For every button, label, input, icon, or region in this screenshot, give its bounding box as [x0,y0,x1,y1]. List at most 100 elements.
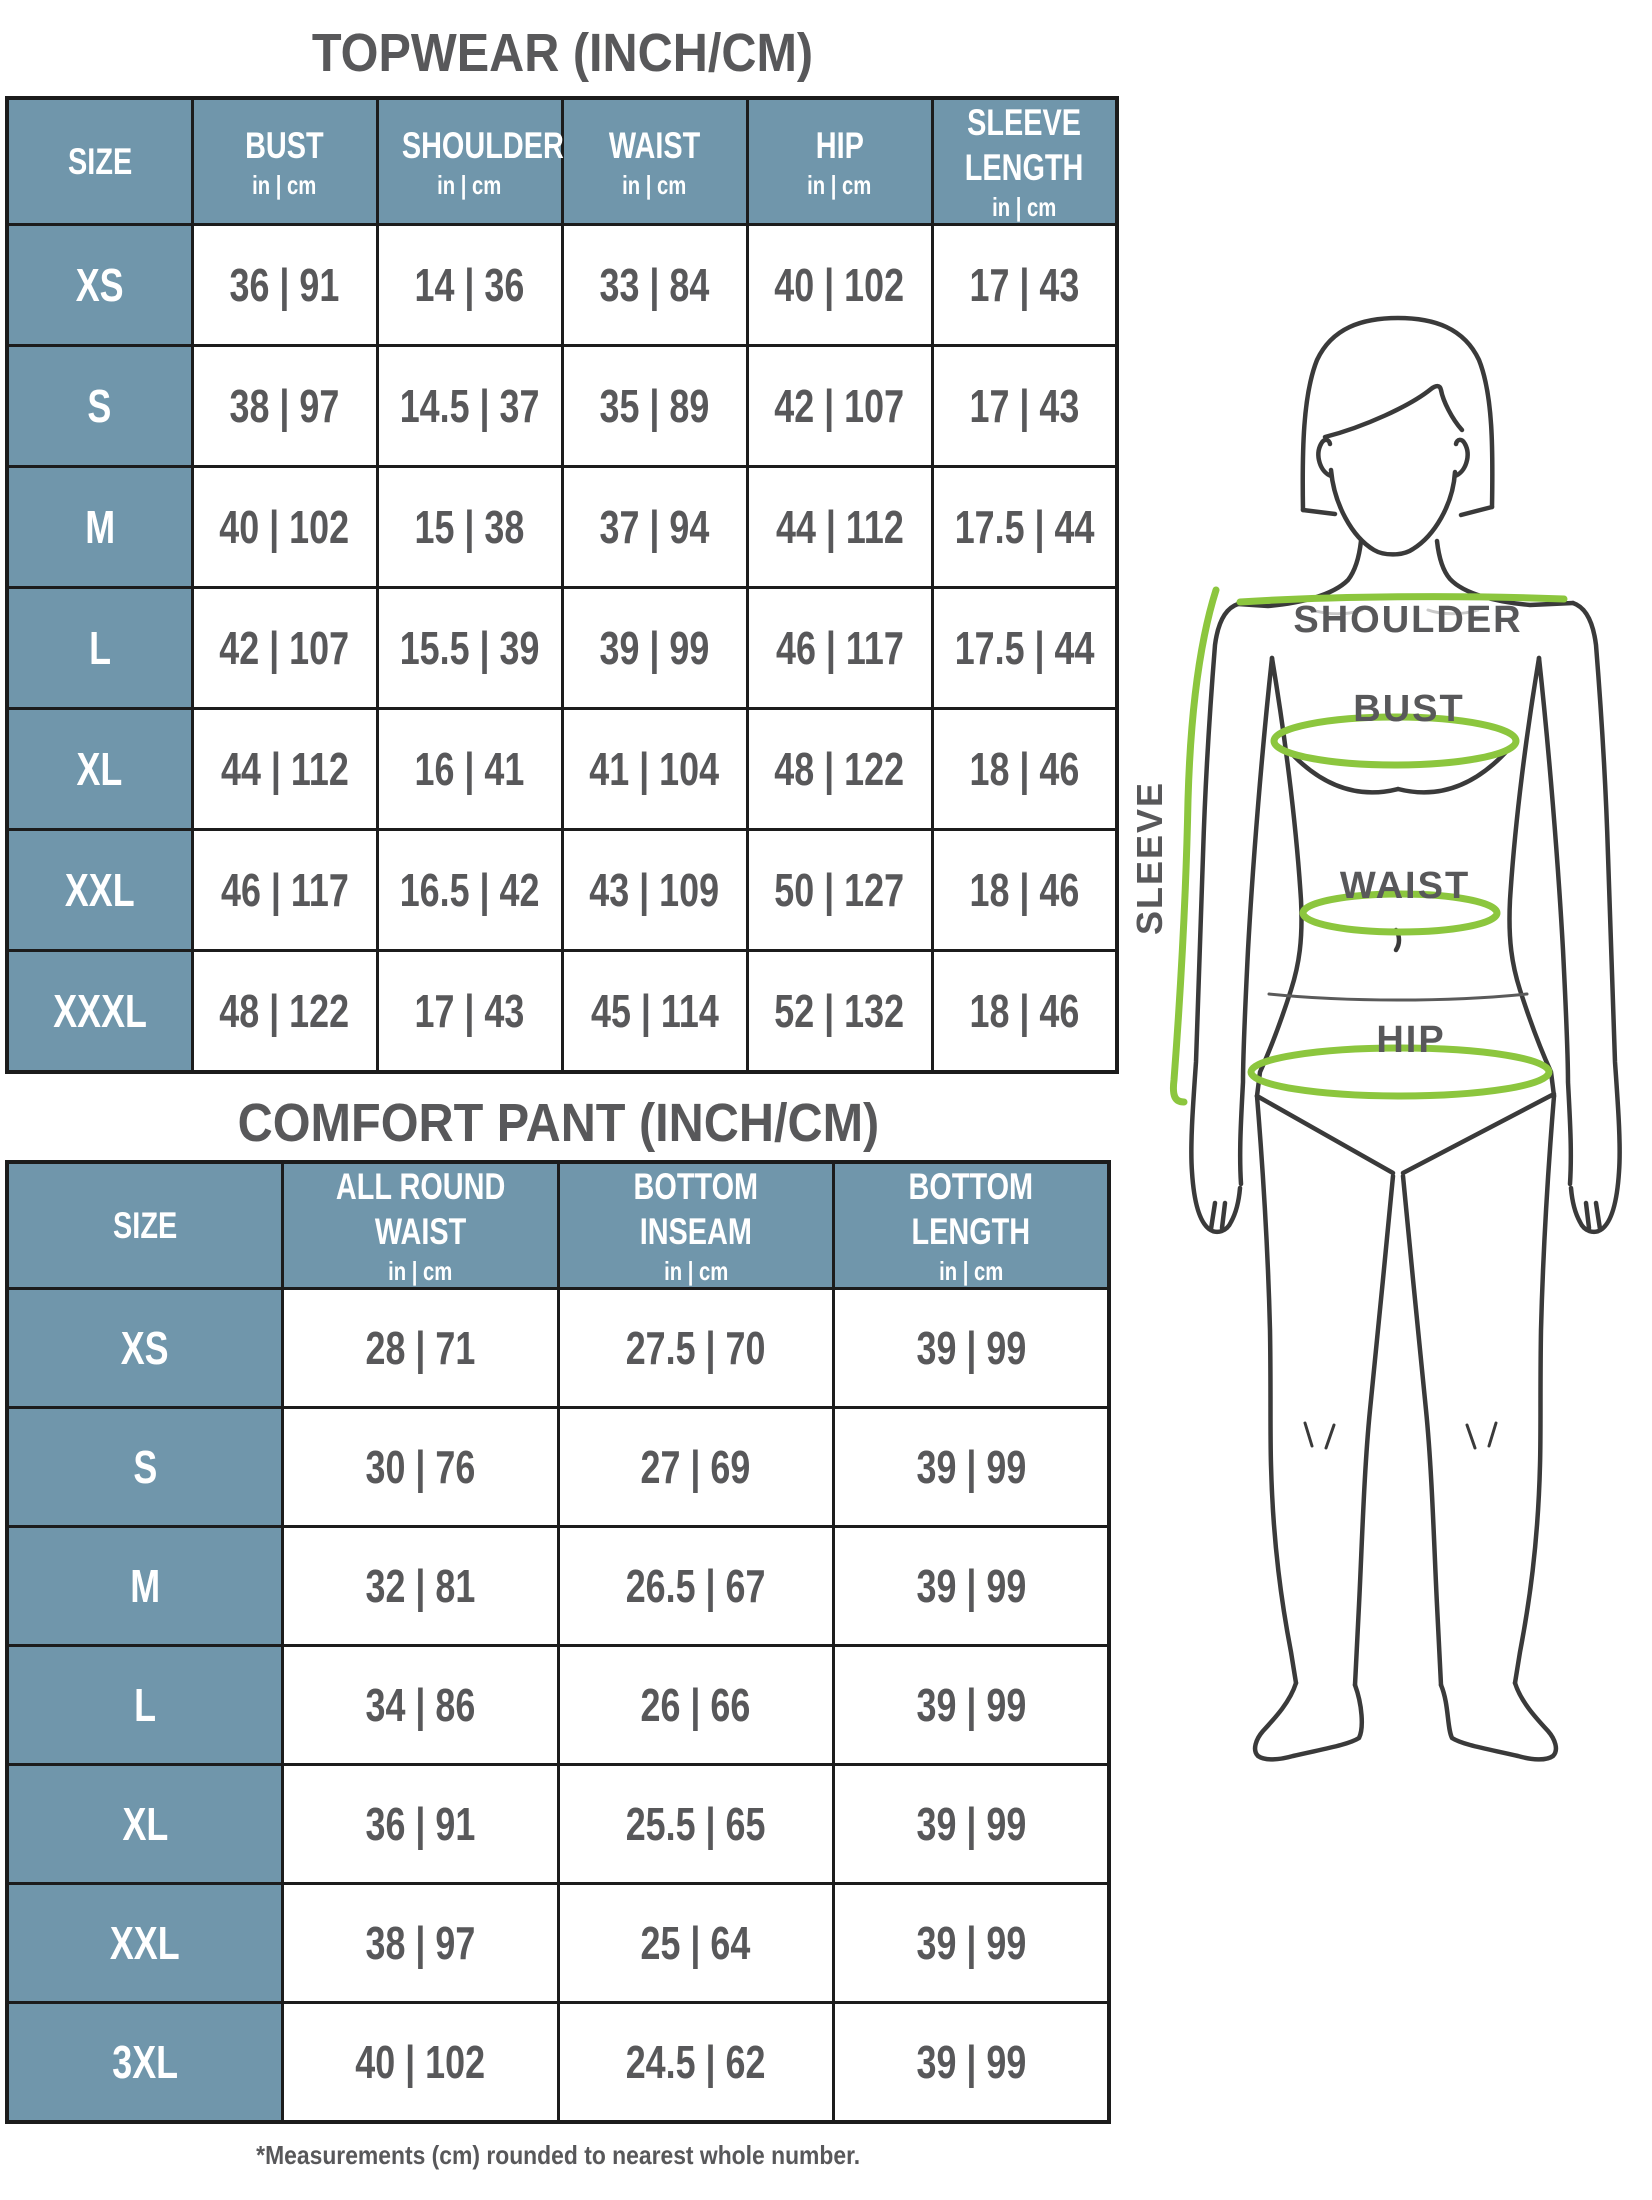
column-header-size: SIZE [5,96,194,227]
figure-face [1328,467,1458,557]
figure-arm-left-outer [1189,601,1243,1235]
topwear-table-body: XS 36 | 91 14 | 36 33 | 84 40 | 102 17 | 43 S 3… [5,223,1119,1074]
bust-measure-ellipse [1270,713,1520,769]
size-cell: XXL [5,828,194,953]
size-cell: L [5,1644,284,1767]
value-cell: 32 | 81 [281,1525,560,1648]
value-cell: 27 | 69 [556,1406,835,1529]
size-cell: M [5,465,194,590]
figure-foot-right [1438,1680,1559,1762]
figure-foot-left [1252,1680,1365,1762]
value-cell: 26 | 66 [556,1644,835,1767]
value-cell: 40 | 102 [281,2001,560,2124]
size-cell: L [5,586,194,711]
comfort-pant-title: COMFORT PANT (INCH/CM) [5,1092,1111,1154]
sleeve-label: SLEEVE [1129,781,1170,935]
size-cell: M [5,1525,284,1648]
column-header-size: SIZE [5,1160,284,1291]
figure-underwear-left [1254,1093,1396,1176]
column-header-sleeve-length: SLEEVE LENGTH in | cm [930,96,1119,227]
shoulder-label: SHOULDER [1293,599,1522,641]
figure-leg-left-inner [1352,1173,1396,1688]
table-row: L 42 | 107 15.5 | 39 39 | 99 46 | 117 17.5 | … [5,586,1119,711]
column-header-all-round-waist: ALL ROUND WAIST in | cm [281,1160,560,1291]
figure-neck-right [1434,538,1576,608]
figure-hand-left-fingers [1208,1200,1228,1232]
value-cell: 15.5 | 39 [375,586,564,711]
table-row: XL 36 | 91 25.5 | 65 39 | 99 [5,1763,1111,1886]
size-cell: S [5,344,194,469]
figure-clavicle-left [1310,608,1364,616]
value-cell: 44 | 112 [745,465,934,590]
size-cell: XXXL [5,949,194,1074]
table-row: L 34 | 86 26 | 66 39 | 99 [5,1644,1111,1767]
size-cell: XS [5,223,194,348]
figure-hair [1300,315,1495,513]
value-cell: 44 | 112 [190,707,379,832]
value-cell: 50 | 127 [745,828,934,953]
shoulder-measure-line [1236,593,1568,606]
hip-label: HIP [1376,1019,1445,1061]
value-cell: 26.5 | 67 [556,1525,835,1648]
figure-arm-left-inner [1237,655,1275,1187]
value-cell: 17 | 43 [930,344,1119,469]
value-cell: 15 | 38 [375,465,564,590]
figure-knee-marks-right [1465,1421,1498,1450]
sleeve-measure-line [1169,586,1220,1106]
value-cell: 39 | 99 [832,1525,1111,1648]
size-cell: XXL [5,1882,284,2005]
topwear-table: SIZE BUST in | cm SHOULDER in | cm WAIST in | … [5,96,1119,1074]
value-cell: 18 | 46 [930,707,1119,832]
value-cell: 16.5 | 42 [375,828,564,953]
figure-leg-right-inner [1400,1173,1444,1688]
size-cell: S [5,1406,284,1529]
value-cell: 33 | 84 [560,223,749,348]
value-cell: 45 | 114 [560,949,749,1074]
size-cell: XL [5,1763,284,1886]
value-cell: 39 | 99 [832,1763,1111,1886]
value-cell: 27.5 | 70 [556,1287,835,1410]
header-row: SIZE BUST in | cm SHOULDER in | cm WAIST in | … [5,96,1119,227]
value-cell: 14 | 36 [375,223,564,348]
measurements-footnote: *Measurements (cm) rounded to nearest wh… [5,2140,1111,2171]
table-row: S 30 | 76 27 | 69 39 | 99 [5,1406,1111,1529]
topwear-table-header: SIZE BUST in | cm SHOULDER in | cm WAIST in | … [5,96,1119,227]
value-cell: 38 | 97 [190,344,379,469]
figure-hand-right-fingers [1583,1200,1603,1232]
figure-leg-left-outer [1254,1093,1299,1686]
column-header-bottom-inseam: BOTTOM INSEAM in | cm [556,1160,835,1291]
value-cell: 39 | 99 [832,1882,1111,2005]
waist-measure-ellipse [1299,890,1501,936]
bust-label: BUST [1353,688,1464,730]
header-row: SIZE ALL ROUND WAIST in | cm BOTTOM INSEAM i… [5,1160,1111,1291]
size-cell: XS [5,1287,284,1410]
table-row: XL 44 | 112 16 | 41 41 | 104 48 | 122 18 | 46 [5,707,1119,832]
size-cell: 3XL [5,2001,284,2124]
figure-ear-left [1316,437,1334,479]
comfort-pant-table: SIZE ALL ROUND WAIST in | cm BOTTOM INSEAM i… [5,1160,1111,2124]
value-cell: 28 | 71 [281,1287,560,1410]
table-row: S 38 | 97 14.5 | 37 35 | 89 42 | 107 17 | 43 [5,344,1119,469]
figure-leg-right-outer [1512,1093,1557,1686]
topwear-title: TOPWEAR (INCH/CM) [5,22,1119,84]
topwear-title-text: TOPWEAR (INCH/CM) [311,23,813,83]
figure-hip-line [1267,992,1529,1002]
value-cell: 52 | 132 [745,949,934,1074]
figure-clavicle-right [1426,608,1480,616]
value-cell: 18 | 46 [930,828,1119,953]
figure-hair-edge-left [1300,507,1338,517]
comfort-pant-table-body: XS 28 | 71 27.5 | 70 39 | 99 S 30 | 76 27 | 69… [5,1287,1111,2124]
hip-measure-ellipse [1247,1044,1553,1100]
value-cell: 36 | 91 [281,1763,560,1886]
value-cell: 25.5 | 65 [556,1763,835,1886]
measurements-footnote-text: *Measurements (cm) rounded to nearest wh… [256,2140,860,2170]
column-header-bust: BUST in | cm [190,96,379,227]
body-measurement-figure: SHOULDER BUST WAIST HIP SLEEVE [1129,315,1622,1762]
value-cell: 17.5 | 44 [930,465,1119,590]
value-cell: 17 | 43 [375,949,564,1074]
table-row: 3XL 40 | 102 24.5 | 62 39 | 99 [5,2001,1111,2124]
value-cell: 39 | 99 [832,1287,1111,1410]
waist-label: WAIST [1340,865,1470,907]
figure-underwear-right [1400,1091,1557,1176]
figure-arm-right-outer [1568,600,1622,1235]
